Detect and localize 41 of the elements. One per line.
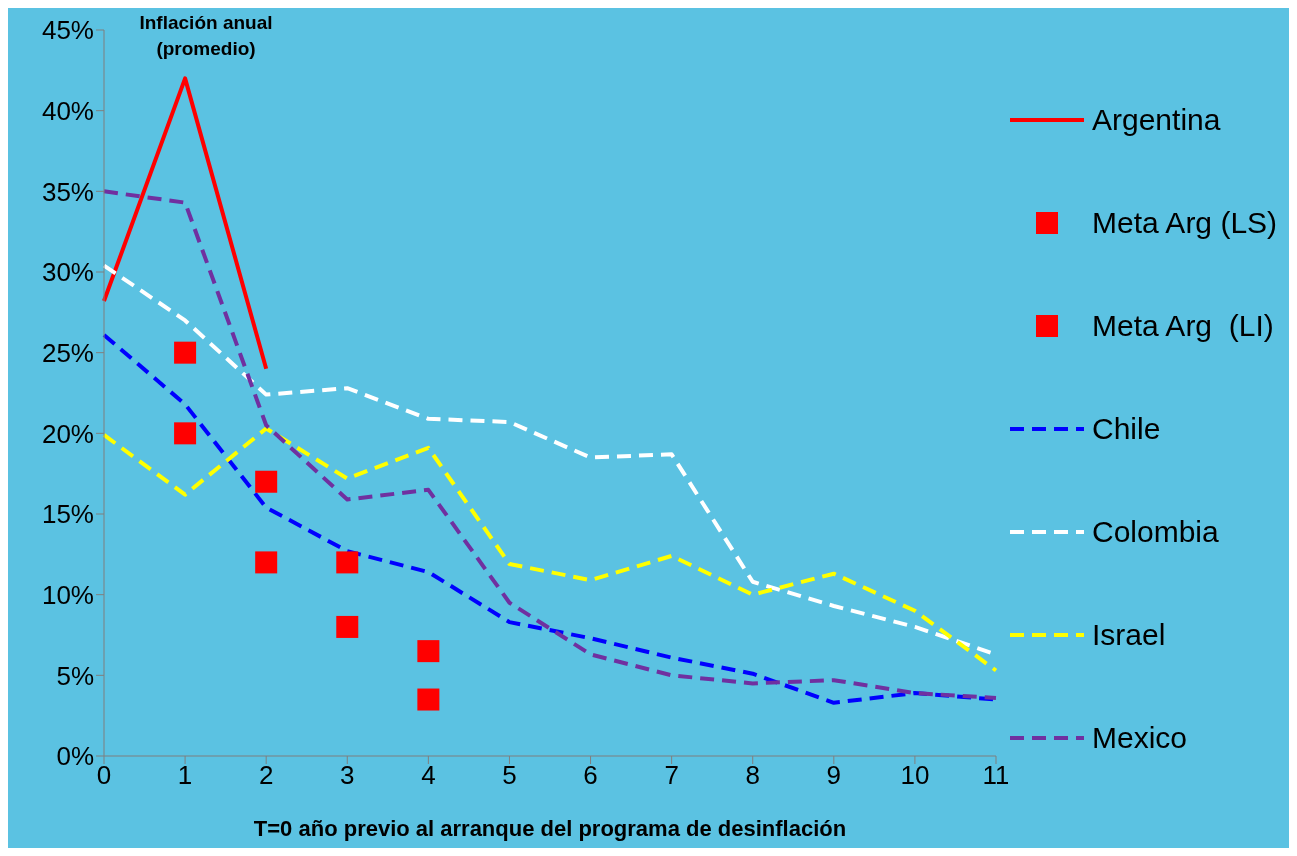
x-tick-label: 1 [177,760,193,791]
y-tick-label: 10% [41,579,94,610]
point [336,551,359,574]
x-tick-label: 5 [502,760,517,791]
x-tick-label: 3 [340,760,355,791]
y-tick-label: 0% [56,741,94,772]
x-tick-label: 8 [745,760,760,791]
x-tick-label: 7 [664,760,679,791]
y-tick-label: 30% [41,257,94,288]
line-series [102,426,998,673]
point [417,640,440,663]
point [336,615,359,638]
x-tick-label: 6 [583,760,598,791]
point [174,422,197,445]
point [255,470,278,493]
x-tick-label: 4 [421,760,436,791]
point [417,688,440,711]
point [255,551,278,574]
legend-label: Israel [1092,617,1166,652]
y-tick-label: 15% [41,499,94,530]
legend-label: Argentina [1092,102,1221,137]
x-tick-label: 0 [96,760,112,791]
legend-label: Chile [1092,411,1161,446]
y-tick-label: 20% [41,418,94,449]
y-tick-label: 40% [41,95,94,126]
y-tick-label: 45% [41,15,94,46]
x-tick-label: 9 [826,760,842,791]
legend-label: Mexico [1092,720,1188,755]
annotation: Inflación anual (promedio) [138,11,274,61]
line-series [102,189,998,700]
x-axis-title: T=0 año previo al arranque del programa de desinflación [253,816,847,841]
point [174,341,197,364]
legend-label: Meta Arg (LS) [1092,205,1278,240]
x-tick-label: 10 [900,760,930,791]
legend-label: Meta Arg (LI) [1092,308,1274,343]
y-tick-label: 25% [41,337,94,368]
y-tick-label: 35% [41,176,94,207]
legend-label: Colombia [1092,514,1219,549]
x-tick-label: 2 [258,760,274,791]
x-tick-label: 11 [982,760,1010,791]
y-tick-label: 5% [56,660,94,691]
